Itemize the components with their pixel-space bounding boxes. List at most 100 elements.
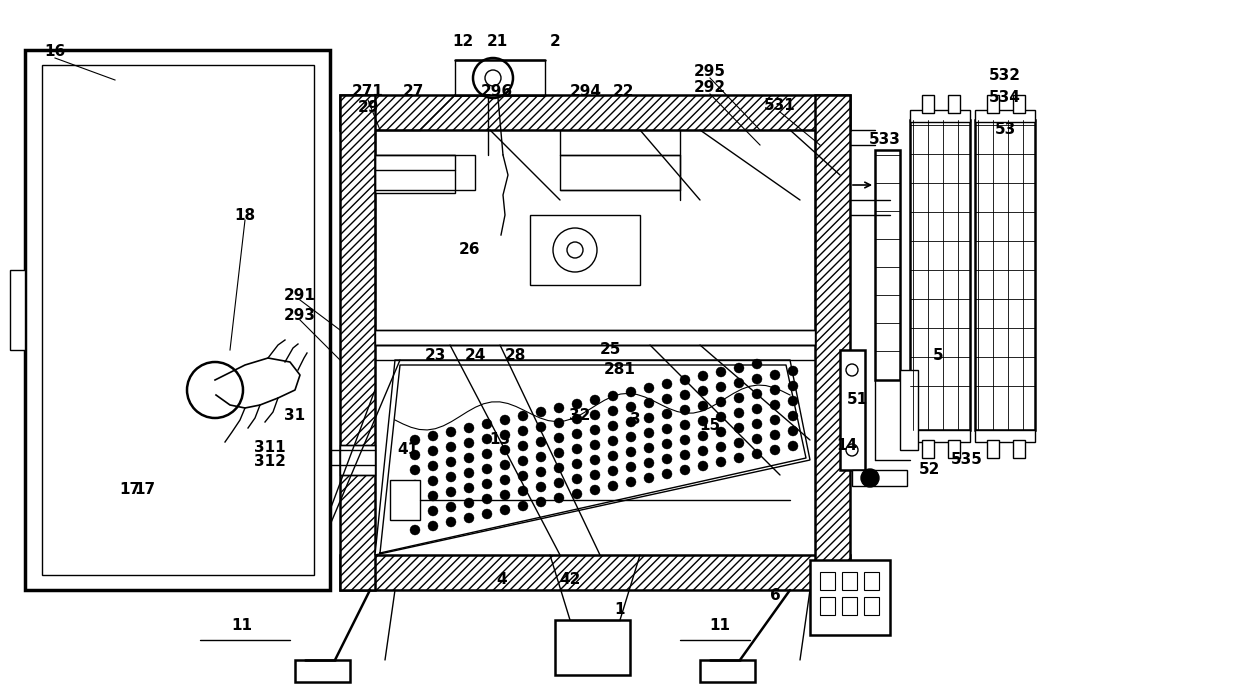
Circle shape: [428, 521, 438, 531]
Circle shape: [482, 449, 492, 459]
Circle shape: [482, 494, 492, 504]
Circle shape: [536, 482, 546, 492]
Circle shape: [644, 473, 653, 483]
Text: 14: 14: [837, 437, 858, 453]
Circle shape: [787, 426, 799, 436]
Bar: [374, 330, 815, 345]
Circle shape: [608, 406, 618, 416]
Circle shape: [428, 506, 438, 516]
Text: 531: 531: [764, 98, 796, 113]
Text: 25: 25: [599, 343, 621, 358]
Text: 51: 51: [847, 392, 868, 408]
Bar: [815, 95, 849, 590]
Bar: [556, 620, 630, 675]
Circle shape: [698, 371, 708, 381]
Circle shape: [698, 461, 708, 471]
Circle shape: [428, 446, 438, 456]
Text: 24: 24: [464, 347, 486, 363]
Text: 22: 22: [613, 84, 634, 100]
Text: 32: 32: [569, 408, 590, 423]
Circle shape: [680, 420, 689, 430]
Bar: [340, 555, 849, 590]
Circle shape: [787, 381, 799, 391]
Circle shape: [715, 382, 725, 392]
Circle shape: [626, 402, 636, 412]
Circle shape: [608, 421, 618, 431]
Circle shape: [787, 366, 799, 376]
Circle shape: [410, 465, 420, 475]
Circle shape: [464, 498, 474, 508]
Bar: [560, 155, 680, 190]
Bar: [1013, 440, 1025, 458]
Bar: [374, 155, 455, 193]
Text: 534: 534: [990, 91, 1021, 105]
Circle shape: [518, 441, 528, 451]
Text: 281: 281: [604, 363, 636, 378]
Bar: [374, 155, 475, 190]
Text: 4: 4: [497, 572, 507, 588]
Bar: [842, 572, 857, 590]
Bar: [923, 95, 934, 113]
Bar: [987, 440, 999, 458]
Circle shape: [662, 394, 672, 404]
Circle shape: [464, 468, 474, 478]
Bar: [839, 350, 866, 470]
Bar: [820, 597, 835, 615]
Text: 42: 42: [559, 572, 580, 588]
Circle shape: [464, 423, 474, 433]
Circle shape: [715, 397, 725, 407]
Text: 1: 1: [615, 603, 625, 617]
Bar: [42, 65, 314, 575]
Text: 5: 5: [932, 347, 944, 363]
Circle shape: [482, 464, 492, 474]
Circle shape: [554, 463, 564, 473]
Circle shape: [410, 525, 420, 535]
Circle shape: [446, 487, 456, 497]
Circle shape: [734, 438, 744, 448]
Circle shape: [715, 427, 725, 437]
Circle shape: [680, 450, 689, 460]
Circle shape: [554, 433, 564, 443]
Circle shape: [751, 374, 763, 384]
Circle shape: [662, 469, 672, 479]
Circle shape: [428, 476, 438, 486]
Circle shape: [608, 451, 618, 461]
Circle shape: [734, 363, 744, 373]
Circle shape: [464, 513, 474, 523]
Circle shape: [626, 417, 636, 427]
Circle shape: [464, 453, 474, 463]
Circle shape: [734, 453, 744, 463]
Bar: [900, 370, 918, 450]
Bar: [975, 120, 1035, 430]
Circle shape: [698, 416, 708, 426]
Text: 12: 12: [453, 35, 474, 50]
Circle shape: [626, 387, 636, 397]
Circle shape: [482, 479, 492, 489]
Circle shape: [751, 419, 763, 429]
Circle shape: [572, 489, 582, 499]
Circle shape: [715, 442, 725, 452]
Bar: [987, 95, 999, 113]
Circle shape: [626, 462, 636, 472]
Circle shape: [734, 378, 744, 388]
Circle shape: [536, 452, 546, 462]
Bar: [910, 110, 970, 122]
Circle shape: [536, 437, 546, 447]
Circle shape: [536, 497, 546, 507]
Circle shape: [644, 443, 653, 453]
Circle shape: [590, 470, 600, 480]
Circle shape: [846, 444, 858, 456]
Text: 312: 312: [254, 455, 286, 469]
Bar: [949, 440, 960, 458]
Circle shape: [500, 445, 510, 455]
Circle shape: [554, 478, 564, 488]
Circle shape: [410, 495, 420, 505]
Circle shape: [751, 389, 763, 399]
Text: 15: 15: [699, 417, 720, 432]
Circle shape: [536, 422, 546, 432]
Circle shape: [644, 413, 653, 423]
Circle shape: [572, 444, 582, 454]
Circle shape: [518, 456, 528, 466]
Bar: [975, 110, 1035, 122]
Text: 535: 535: [951, 453, 983, 468]
